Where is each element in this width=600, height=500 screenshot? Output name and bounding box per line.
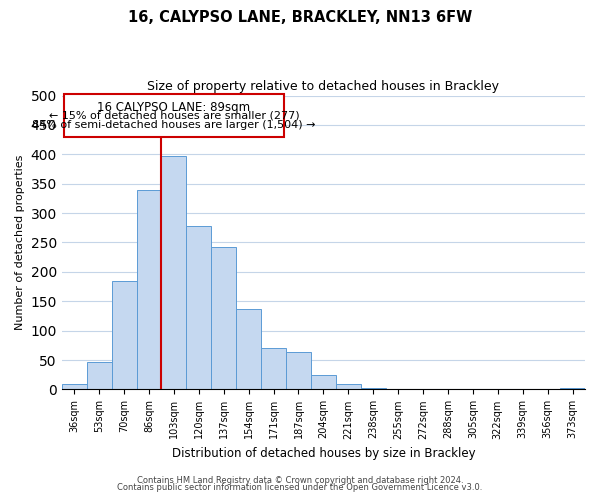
Bar xyxy=(361,388,386,390)
Bar xyxy=(161,156,187,390)
Bar xyxy=(187,226,211,390)
Bar xyxy=(236,309,261,390)
Bar xyxy=(137,190,161,390)
Bar xyxy=(261,348,286,390)
Bar xyxy=(211,247,236,390)
X-axis label: Distribution of detached houses by size in Brackley: Distribution of detached houses by size … xyxy=(172,447,475,460)
Bar xyxy=(535,389,560,390)
Text: Contains public sector information licensed under the Open Government Licence v3: Contains public sector information licen… xyxy=(118,484,482,492)
Bar xyxy=(311,375,336,390)
Y-axis label: Number of detached properties: Number of detached properties xyxy=(15,155,25,330)
Bar xyxy=(64,94,284,136)
Text: 84% of semi-detached houses are larger (1,504) →: 84% of semi-detached houses are larger (… xyxy=(32,120,316,130)
Bar xyxy=(62,384,87,390)
Text: ← 15% of detached houses are smaller (277): ← 15% of detached houses are smaller (27… xyxy=(49,111,299,121)
Bar xyxy=(386,389,410,390)
Bar xyxy=(410,389,436,390)
Title: Size of property relative to detached houses in Brackley: Size of property relative to detached ho… xyxy=(148,80,499,93)
Bar xyxy=(112,280,137,390)
Text: 16, CALYPSO LANE, BRACKLEY, NN13 6FW: 16, CALYPSO LANE, BRACKLEY, NN13 6FW xyxy=(128,10,472,25)
Bar xyxy=(87,362,112,390)
Bar xyxy=(336,384,361,390)
Text: Contains HM Land Registry data © Crown copyright and database right 2024.: Contains HM Land Registry data © Crown c… xyxy=(137,476,463,485)
Bar xyxy=(286,352,311,390)
Bar xyxy=(560,388,585,390)
Bar xyxy=(436,389,460,390)
Text: 16 CALYPSO LANE: 89sqm: 16 CALYPSO LANE: 89sqm xyxy=(97,102,250,114)
